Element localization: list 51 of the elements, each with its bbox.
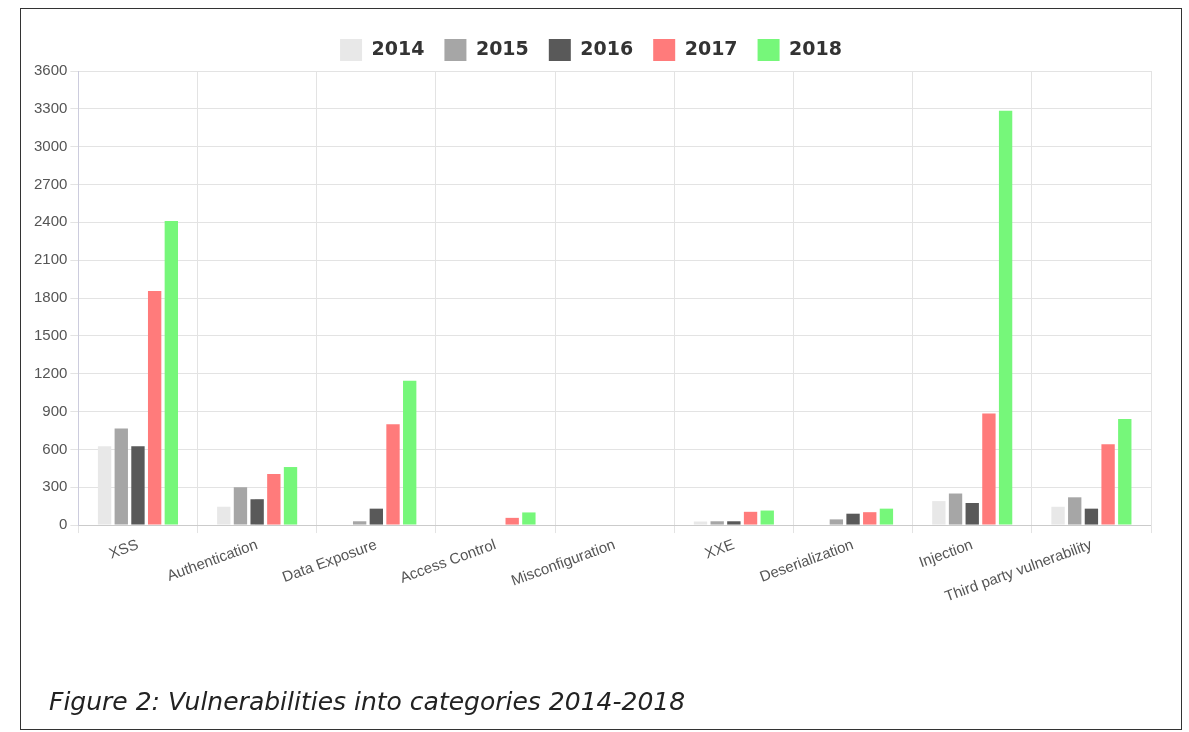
legend-label: 2017 xyxy=(684,36,738,59)
y-tick-label: 1500 xyxy=(33,326,68,343)
legend-label: 2015 xyxy=(475,36,529,59)
bar xyxy=(965,502,979,525)
bar xyxy=(846,513,860,525)
bar xyxy=(283,467,298,525)
bar xyxy=(829,519,844,525)
x-tick-label: XSS xyxy=(106,535,141,562)
bar xyxy=(250,499,264,525)
bar xyxy=(114,428,128,525)
y-tick-label: 0 xyxy=(59,515,68,533)
bar xyxy=(233,487,248,525)
bar xyxy=(267,473,281,525)
x-tick-label: XXE xyxy=(702,535,737,562)
bar xyxy=(131,446,145,525)
bar xyxy=(1068,497,1082,525)
y-tick-label: 3600 xyxy=(33,61,68,79)
bar xyxy=(863,512,877,525)
y-tick-label: 3000 xyxy=(33,136,68,154)
y-tick-label: 1800 xyxy=(33,288,68,306)
bar xyxy=(369,508,383,525)
bar xyxy=(727,521,741,525)
bar xyxy=(1101,444,1115,525)
caption: Figure 2: Vulnerabilities into categories 2014-2018 xyxy=(49,687,686,716)
legend-label: 2016 xyxy=(580,36,634,59)
bar xyxy=(998,110,1013,525)
bar xyxy=(522,512,536,525)
bar xyxy=(403,380,417,525)
bar xyxy=(505,517,519,525)
bar xyxy=(982,413,996,525)
y-tick-label: 900 xyxy=(42,401,68,419)
bar xyxy=(760,510,774,525)
bar xyxy=(1084,508,1099,525)
y-tick-label: 300 xyxy=(42,477,68,495)
y-tick-label: 2400 xyxy=(33,212,68,230)
y-tick-label: 2700 xyxy=(33,174,68,192)
y-tick-label: 1200 xyxy=(33,363,68,381)
bar xyxy=(147,291,162,525)
bar xyxy=(710,521,724,525)
bar xyxy=(743,511,758,525)
legend-label: 2018 xyxy=(789,36,842,59)
y-tick-label: 600 xyxy=(42,439,68,457)
y-tick-label: 2100 xyxy=(33,250,68,268)
bar xyxy=(948,493,963,525)
y-tick-label: 3300 xyxy=(33,98,68,116)
bar xyxy=(1118,419,1132,525)
bar xyxy=(352,521,367,525)
bar xyxy=(164,221,179,525)
legend-label: 2014 xyxy=(371,36,425,59)
bar xyxy=(386,424,400,525)
bar xyxy=(879,508,894,525)
